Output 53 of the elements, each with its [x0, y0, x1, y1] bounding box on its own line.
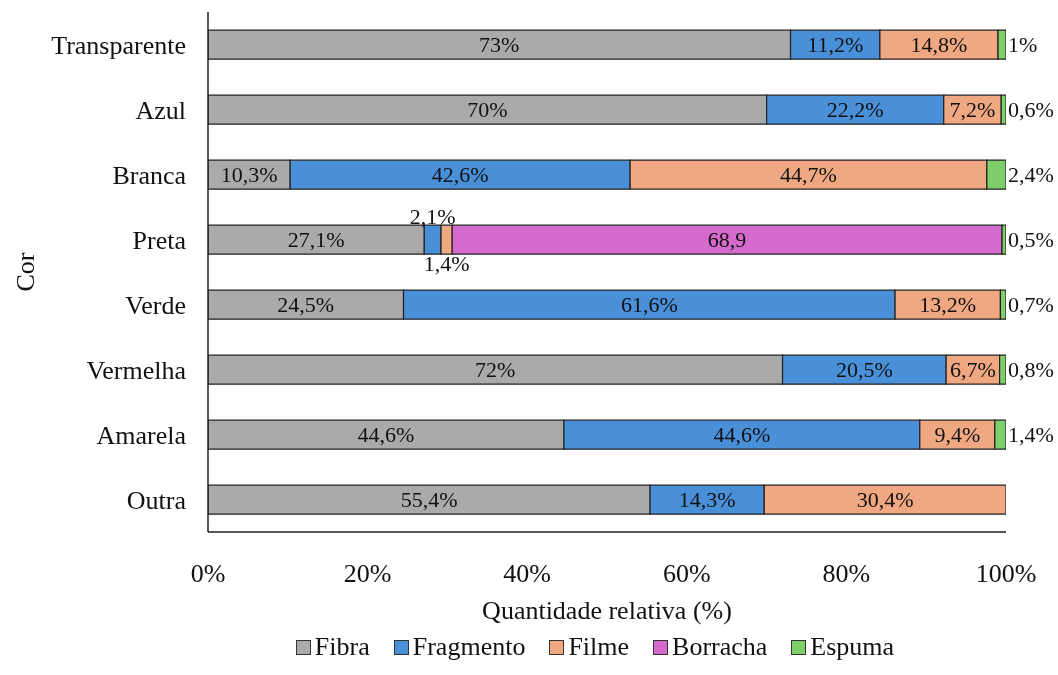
data-label: 14,3%	[678, 487, 736, 513]
data-label: 1%	[1008, 32, 1038, 58]
data-label: 14,8%	[910, 32, 968, 58]
data-label: 1,4%	[423, 251, 470, 277]
data-label: 11,2%	[807, 32, 864, 58]
data-label: 6,7%	[949, 357, 996, 383]
y-tick-label: Branca	[112, 160, 187, 190]
data-label: 73%	[479, 32, 520, 58]
y-tick-label: Azul	[135, 95, 186, 125]
data-label: 61,6%	[620, 292, 678, 318]
x-tick-label: 40%	[503, 559, 552, 589]
x-tick-label: 20%	[343, 559, 392, 589]
data-label: 22,2%	[826, 97, 884, 123]
data-label: 30,4%	[856, 487, 914, 513]
data-label: 0,6%	[1008, 97, 1054, 123]
data-label: 7,2%	[949, 97, 996, 123]
legend-label: Borracha	[672, 632, 768, 662]
data-label: 13,2%	[919, 292, 977, 318]
data-label: 20,5%	[835, 357, 893, 383]
data-label: 0,7%	[1008, 292, 1054, 318]
data-label: 9,4%	[934, 422, 981, 448]
data-label: 27,1%	[287, 227, 345, 253]
legend-label: Fragmento	[412, 632, 526, 662]
data-label: 68,9	[707, 227, 747, 253]
data-label: 2,1%	[409, 204, 456, 230]
y-tick-label: Verde	[125, 290, 186, 320]
y-tick-label: Transparente	[51, 30, 186, 60]
y-tick-label: Amarela	[96, 420, 187, 450]
y-tick-label: Outra	[126, 485, 187, 515]
y-tick-label: Preta	[132, 225, 187, 255]
y-axis-title: Cor	[10, 252, 40, 292]
x-tick-label: 100%	[975, 559, 1037, 589]
data-label: 44,7%	[780, 162, 837, 188]
data-label: 44,6%	[357, 422, 415, 448]
data-label: 10,3%	[220, 162, 278, 188]
data-label: 72%	[475, 357, 516, 383]
data-label: 44,6%	[713, 422, 771, 448]
data-label: 24,5%	[277, 292, 335, 318]
data-label: 2,4%	[1008, 162, 1054, 188]
data-label: 0,5%	[1008, 227, 1054, 253]
x-tick-label: 60%	[662, 559, 711, 589]
data-label: 1,4%	[1008, 422, 1054, 448]
legend-label: Fibra	[314, 632, 370, 662]
legend-label: Espuma	[810, 632, 895, 662]
data-label: 42,6%	[431, 162, 489, 188]
x-tick-label: 80%	[822, 559, 871, 589]
data-label: 70%	[467, 97, 508, 123]
y-tick-label: Vermelha	[86, 355, 187, 385]
x-axis-title: Quantidade relativa (%)	[482, 596, 732, 625]
legend-label: Filme	[568, 632, 630, 662]
data-label: 0,8%	[1008, 357, 1054, 383]
data-label: 55,4%	[400, 487, 458, 513]
x-tick-label: 0%	[190, 559, 226, 589]
